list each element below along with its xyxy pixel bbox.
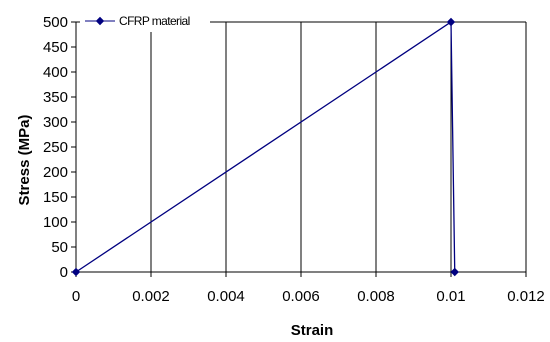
x-tick-label: 0 — [72, 288, 80, 305]
y-tick-labels: 0 50 100 150 200 250 300 350 400 450 500 — [43, 14, 68, 281]
y-axis-title: Stress (MPa) — [16, 115, 33, 206]
legend-box — [80, 10, 210, 32]
y-tick-label: 150 — [43, 189, 68, 206]
y-tick-label: 300 — [43, 114, 68, 131]
legend: CFRP material — [80, 10, 210, 32]
y-tick-label: 450 — [43, 39, 68, 56]
x-tick-label: 0.002 — [132, 288, 170, 305]
x-tick-label: 0.01 — [436, 288, 465, 305]
y-tick-label: 50 — [51, 239, 68, 256]
data-point — [450, 267, 459, 277]
plot-area — [71, 17, 459, 277]
x-tick-label: 0.008 — [357, 288, 395, 305]
y-tick-label: 250 — [43, 139, 68, 156]
y-tick-label: 0 — [60, 264, 68, 281]
x-tick-label: 0.012 — [507, 288, 545, 305]
y-tick-label: 200 — [43, 164, 68, 181]
legend-marker — [95, 16, 105, 26]
y-tick-label: 350 — [43, 89, 68, 106]
y-tick-label: 400 — [43, 64, 68, 81]
y-tick-label: 100 — [43, 214, 68, 231]
data-point — [446, 17, 456, 27]
x-axis-title: Strain — [291, 322, 334, 339]
x-tick-label: 0.006 — [282, 288, 320, 305]
legend-label: CFRP material — [119, 14, 190, 28]
data-point — [71, 267, 81, 277]
x-tick-label: 0.004 — [207, 288, 245, 305]
y-tick-label: 500 — [43, 14, 68, 31]
x-tick-labels: 0 0.002 0.004 0.006 0.008 0.01 0.012 — [72, 288, 545, 305]
